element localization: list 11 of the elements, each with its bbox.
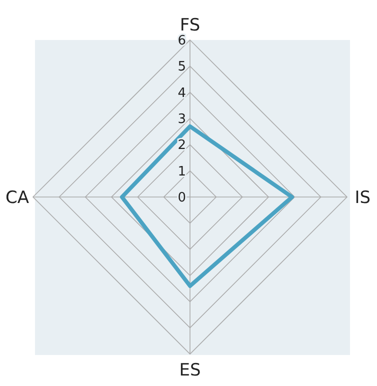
spoke-label: ES — [179, 360, 201, 381]
y-tick-label: 0 — [178, 190, 186, 206]
y-tick-label: 2 — [178, 138, 186, 154]
spoke-label: IS — [354, 188, 371, 208]
spoke-label: FS — [180, 15, 200, 36]
y-tick-label: 3 — [178, 112, 186, 128]
y-tick-label: 6 — [178, 34, 186, 49]
y-tick-label: 1 — [178, 164, 186, 180]
y-tick-label: 4 — [178, 86, 186, 101]
spoke-label: CA — [6, 188, 30, 208]
y-tick-label: 5 — [178, 60, 186, 75]
